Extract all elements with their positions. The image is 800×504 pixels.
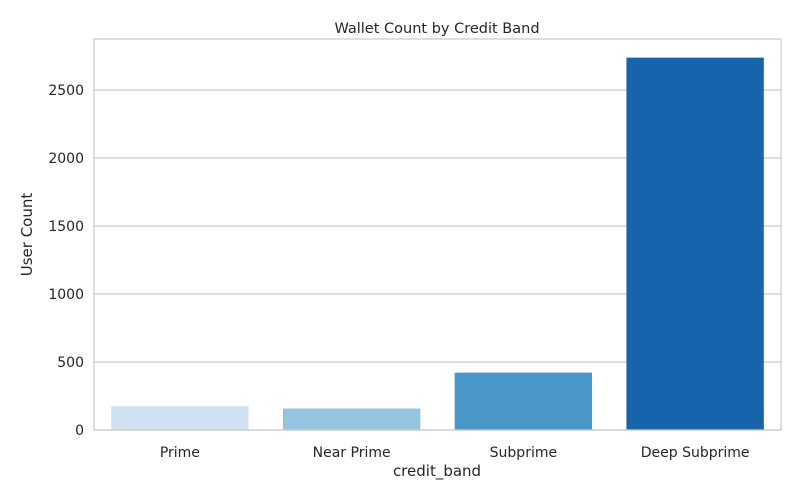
- chart-title: Wallet Count by Credit Band: [334, 21, 539, 37]
- x-axis-label: credit_band: [393, 462, 481, 481]
- y-tick-label: 1500: [48, 219, 84, 235]
- y-axis-label: User Count: [18, 193, 36, 277]
- y-tick-label: 2000: [48, 151, 84, 167]
- y-tick-labels: 0 500 1000 1500 2000 2500: [48, 83, 84, 439]
- bar: [626, 57, 764, 431]
- bar: [454, 372, 593, 430]
- x-tick-labels: Prime Near Prime Subprime Deep Subprime: [160, 445, 750, 461]
- y-tick-label: 500: [57, 355, 84, 371]
- x-tick-label: Near Prime: [313, 445, 391, 461]
- x-tick-label: Subprime: [490, 445, 557, 461]
- plot-frame: [93, 38, 782, 431]
- bar: [111, 406, 249, 430]
- y-tick-label: 2500: [48, 83, 84, 99]
- y-tick-label: 0: [75, 423, 84, 439]
- bars: [111, 57, 764, 431]
- bar: [282, 408, 421, 430]
- x-tick-label: Deep Subprime: [641, 445, 750, 461]
- y-tick-label: 1000: [48, 287, 84, 303]
- x-tick-label: Prime: [160, 445, 200, 461]
